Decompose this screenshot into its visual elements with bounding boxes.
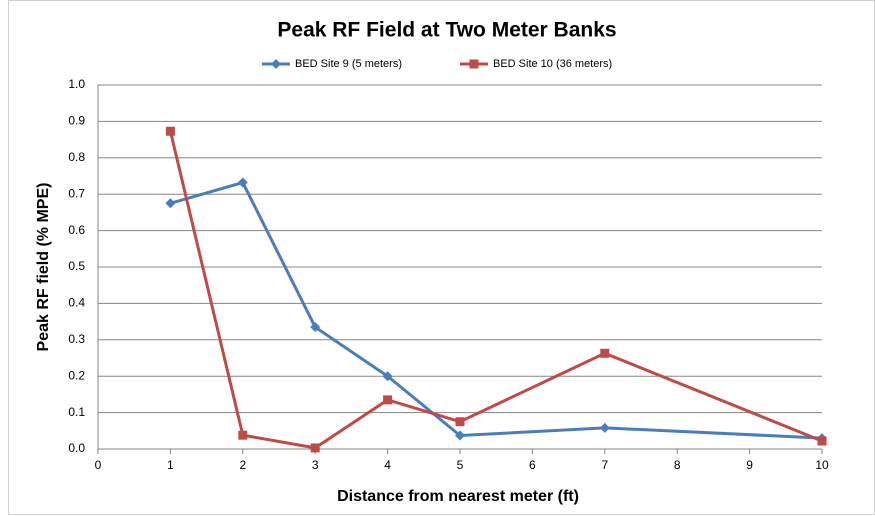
- x-tick-label: 3: [312, 458, 319, 472]
- marker: [382, 371, 393, 382]
- x-tick-label: 10: [815, 458, 829, 472]
- marker: [165, 126, 175, 136]
- y-tick-label: 0.4: [68, 296, 85, 310]
- marker: [599, 422, 610, 433]
- marker: [238, 430, 248, 440]
- x-tick-label: 6: [529, 458, 536, 472]
- x-tick-label: 0: [95, 458, 102, 472]
- legend-marker: [469, 59, 479, 69]
- y-tick-label: 0.2: [68, 368, 85, 382]
- x-tick-label: 8: [674, 458, 681, 472]
- y-tick-label: 0.6: [68, 223, 85, 237]
- legend-label: BED Site 9 (5 meters): [295, 58, 402, 70]
- legend-marker: [271, 59, 281, 69]
- chart-title: Peak RF Field at Two Meter Banks: [277, 19, 616, 42]
- marker: [383, 395, 393, 405]
- x-tick-label: 2: [239, 458, 246, 472]
- marker: [455, 417, 465, 427]
- marker: [310, 443, 320, 453]
- marker: [310, 322, 321, 333]
- x-tick-label: 7: [601, 458, 608, 472]
- y-axis-title: Peak RF field (% MPE): [35, 183, 52, 352]
- y-tick-label: 0.8: [68, 150, 85, 164]
- x-tick-label: 4: [384, 458, 391, 472]
- legend-label: BED Site 10 (36 meters): [493, 58, 612, 70]
- y-tick-label: 0.3: [68, 332, 85, 346]
- marker: [455, 430, 465, 441]
- y-tick-label: 0.7: [68, 186, 85, 200]
- chart-border: [8, 0, 875, 515]
- x-tick-label: 9: [746, 458, 753, 472]
- y-tick-label: 0.5: [68, 259, 85, 273]
- marker: [600, 348, 610, 358]
- marker: [237, 177, 248, 188]
- y-tick-label: 1.0: [68, 77, 85, 91]
- y-tick-label: 0.9: [68, 114, 85, 128]
- y-tick-label: 0.1: [68, 405, 85, 419]
- y-tick-label: 0.0: [68, 441, 85, 455]
- marker: [817, 436, 827, 446]
- x-tick-label: 5: [457, 458, 464, 472]
- marker: [165, 198, 176, 209]
- x-axis-title: Distance from nearest meter (ft): [337, 488, 579, 505]
- x-tick-label: 1: [167, 458, 174, 472]
